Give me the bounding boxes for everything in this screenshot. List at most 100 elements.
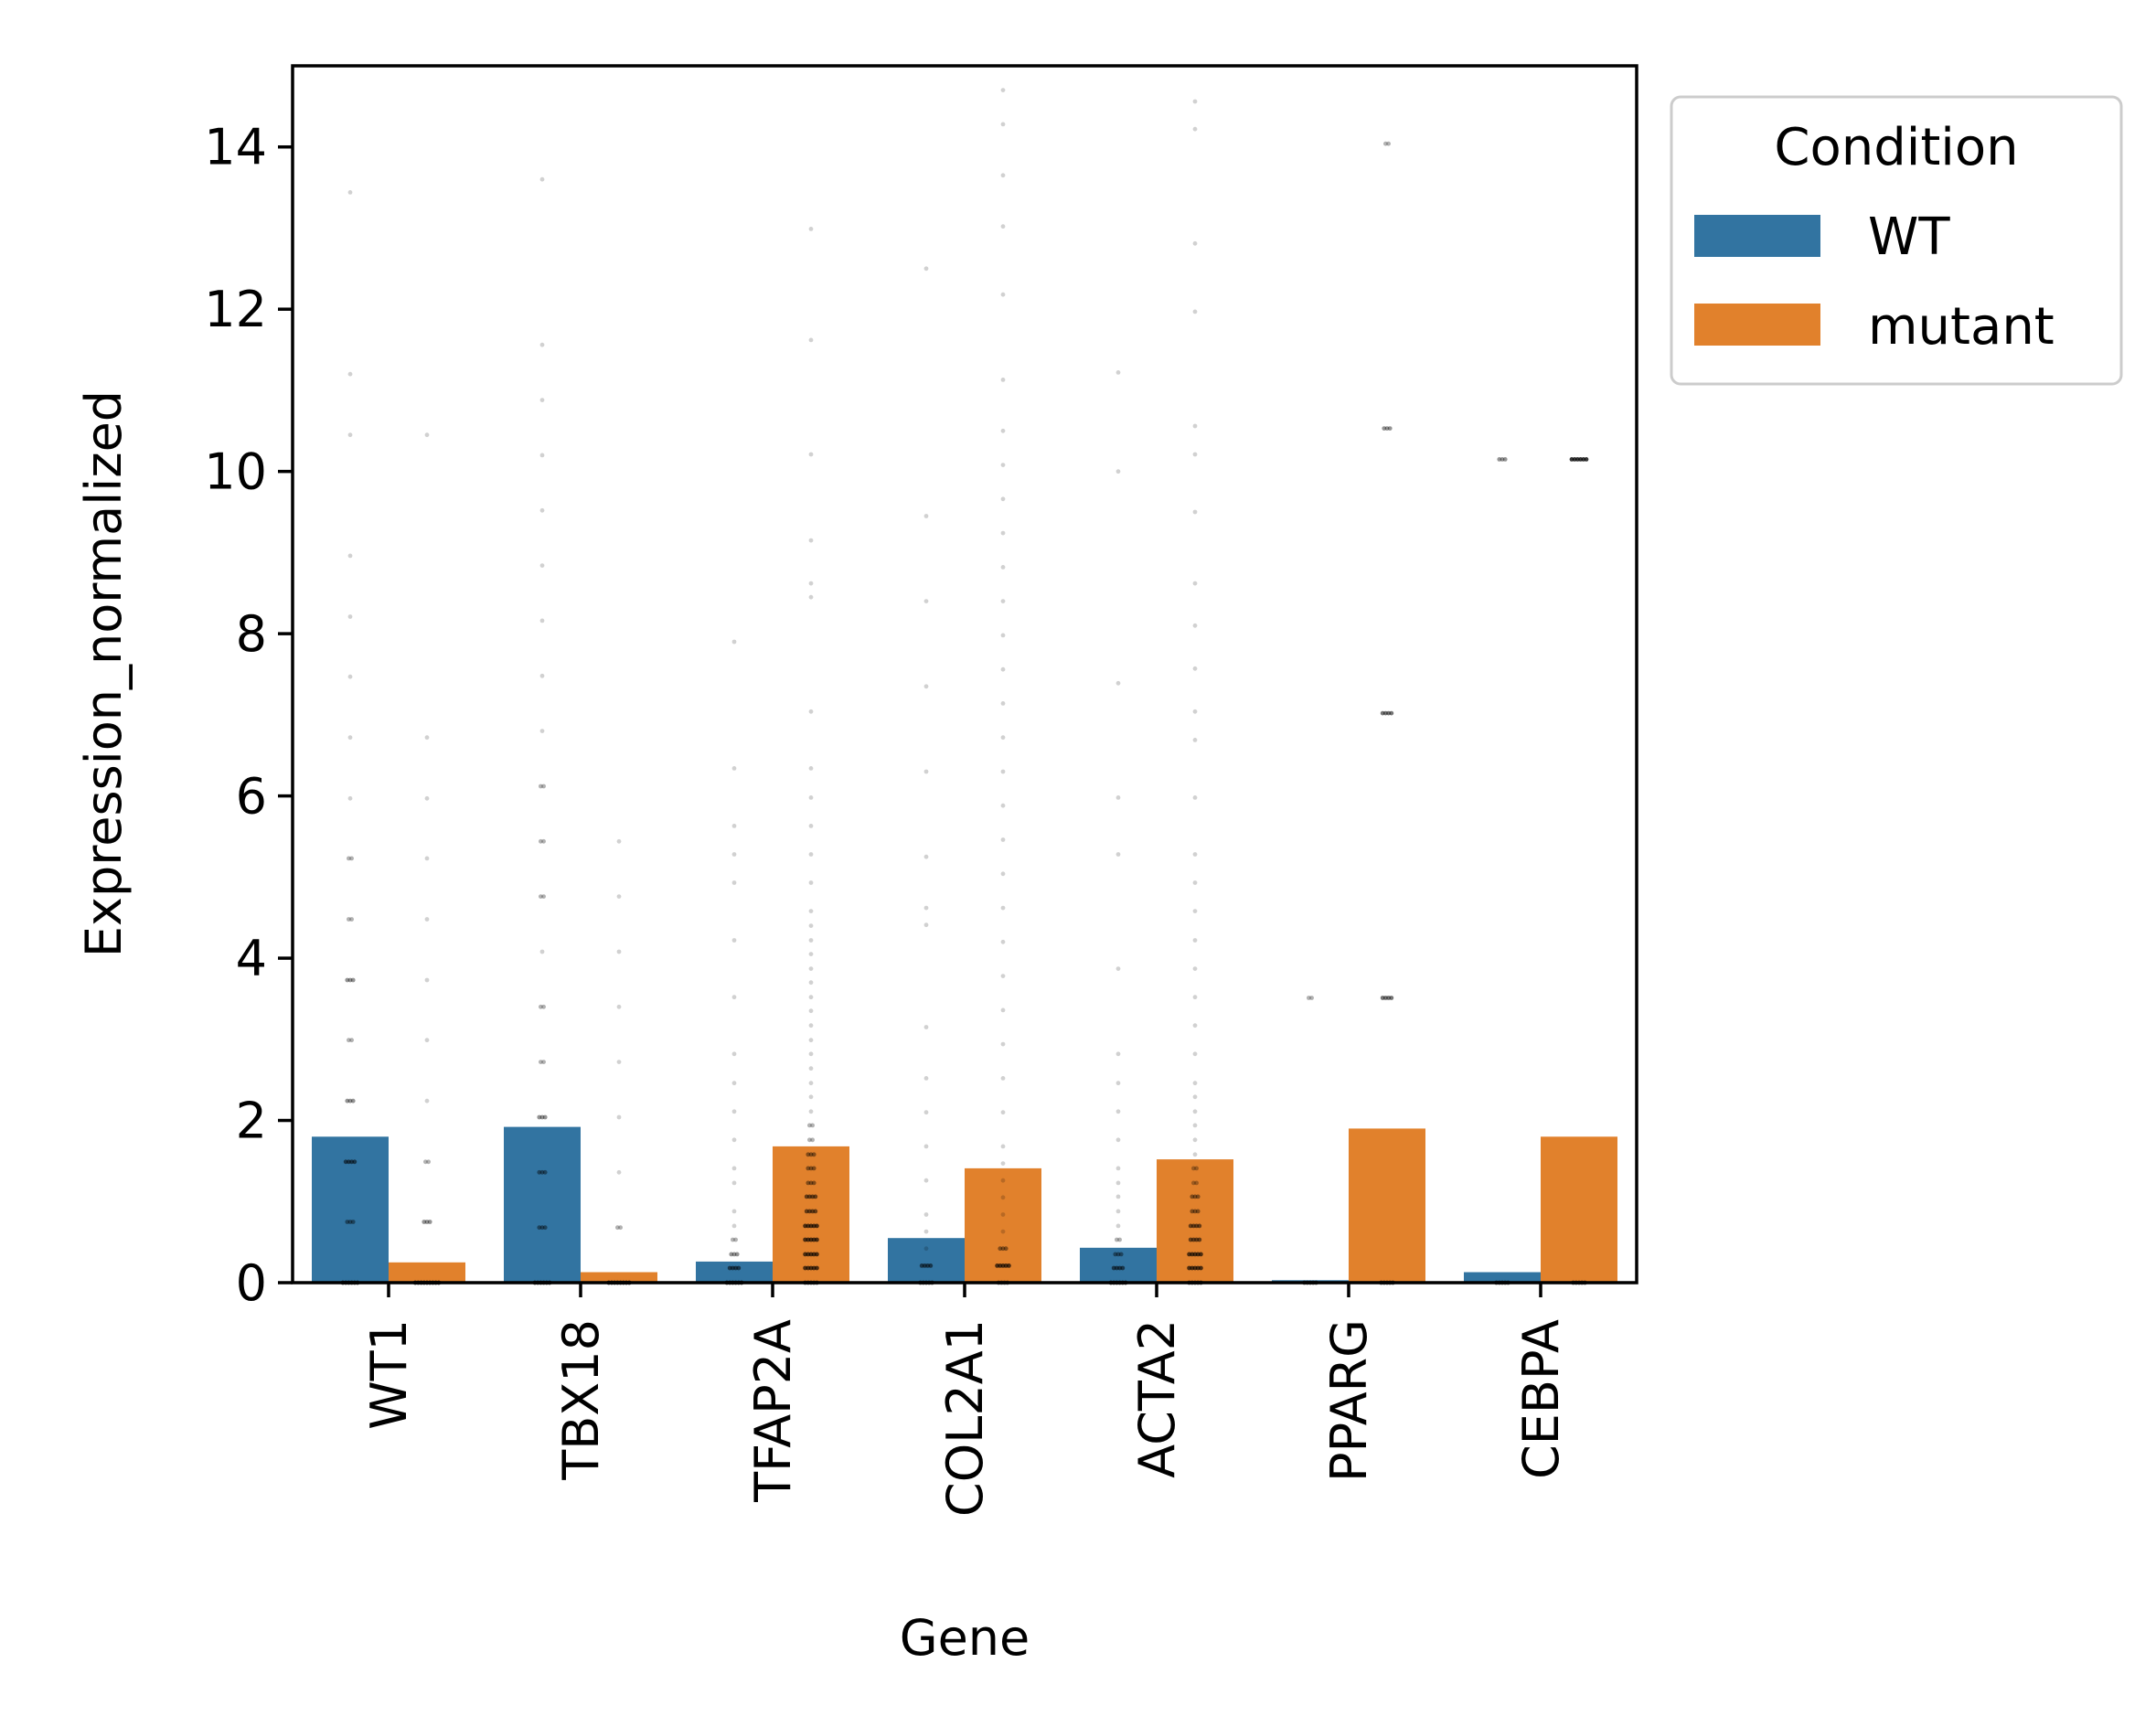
- strip-point: [808, 1038, 814, 1043]
- strip-point: [1000, 530, 1006, 536]
- strip-point: [537, 1169, 542, 1175]
- strip-point: [1000, 1229, 1006, 1234]
- x-tick-label-cebpa: CEBPA: [1512, 1319, 1570, 1479]
- strip-point: [1195, 1194, 1201, 1199]
- strip-point: [815, 1223, 819, 1229]
- strip-point: [1115, 1194, 1121, 1199]
- axes-layer: [291, 64, 1638, 1285]
- strip-point: [1194, 1180, 1199, 1186]
- strip-point: [347, 190, 353, 195]
- strip-point: [1192, 423, 1198, 429]
- strip-point: [808, 1166, 814, 1171]
- strip-point: [537, 1225, 542, 1231]
- strip-point: [347, 1038, 351, 1043]
- strip-point: [928, 1263, 934, 1268]
- strip-point: [1000, 939, 1006, 944]
- strip-point: [1000, 292, 1006, 297]
- strip-point: [1000, 701, 1006, 706]
- strip-point: [1195, 1209, 1201, 1214]
- strip-point: [1389, 996, 1394, 1000]
- strip-point: [1000, 565, 1006, 570]
- strip-point: [424, 735, 430, 741]
- strip-point: [731, 1166, 737, 1171]
- strip-point: [807, 1123, 812, 1128]
- strip-point: [539, 838, 543, 844]
- strip-point: [541, 838, 546, 844]
- strip-point: [1115, 795, 1121, 800]
- strip-point: [539, 398, 545, 402]
- strip-point: [1192, 1109, 1198, 1114]
- strip-point: [1120, 1265, 1126, 1271]
- strip-point: [1117, 1237, 1122, 1242]
- strip-point: [347, 735, 353, 741]
- strip-point: [1115, 1252, 1121, 1257]
- strip-point: [1000, 769, 1006, 774]
- strip-point: [1192, 880, 1198, 885]
- strip-point: [1190, 1209, 1195, 1214]
- strip-point: [349, 1038, 354, 1043]
- strip-point: [731, 995, 737, 1000]
- strip-point: [923, 1212, 929, 1217]
- strip-point: [813, 1209, 818, 1214]
- strip-point: [539, 1060, 543, 1064]
- strip-point: [424, 795, 430, 801]
- strip-point: [1115, 1081, 1121, 1086]
- bar-cebpa-wt: [1464, 1272, 1541, 1283]
- strip-point: [1194, 1166, 1199, 1171]
- strip-point: [539, 618, 545, 624]
- x-tick-label-tbx18: TBX18: [552, 1319, 610, 1481]
- strip-point: [542, 1225, 548, 1231]
- strip-point: [349, 917, 354, 922]
- strip-point: [1000, 1076, 1006, 1081]
- strip-point: [808, 795, 814, 800]
- strip-point: [1000, 1007, 1006, 1013]
- strip-point: [1115, 852, 1121, 857]
- strip-point: [1584, 457, 1589, 462]
- bar-wt1-wt: [312, 1136, 389, 1283]
- strip-point: [808, 1051, 814, 1057]
- strip-point: [347, 432, 353, 438]
- strip-point: [1000, 428, 1006, 433]
- strip-point: [615, 1225, 620, 1231]
- strip-point: [541, 894, 546, 899]
- strip-point: [347, 917, 351, 922]
- strip-point: [542, 1169, 548, 1175]
- strip-point: [426, 1159, 431, 1165]
- strip-point: [808, 1081, 814, 1086]
- strip-point: [731, 766, 737, 771]
- strip-point: [808, 709, 814, 714]
- strip-point: [808, 923, 814, 928]
- y-tick-label: 0: [236, 1254, 267, 1312]
- strip-point: [424, 1220, 430, 1224]
- strip-point: [350, 1220, 356, 1224]
- strip-point: [349, 856, 354, 861]
- strip-point: [424, 432, 430, 438]
- bar-wt1-mutant: [389, 1262, 465, 1283]
- strip-point: [733, 1237, 738, 1242]
- strip-point: [810, 1123, 815, 1128]
- strip-point: [808, 1180, 814, 1186]
- strip-point: [1386, 141, 1391, 146]
- strip-point: [808, 824, 814, 828]
- strip-point: [808, 1109, 814, 1114]
- y-tick-label: 6: [236, 768, 267, 826]
- strip-point: [1000, 837, 1006, 842]
- strip-point: [815, 1265, 819, 1271]
- strip-point: [998, 1246, 1003, 1252]
- strip-point: [1000, 88, 1006, 92]
- bar-acta2-wt: [1080, 1247, 1157, 1283]
- strip-point: [731, 1223, 737, 1229]
- strip-point: [923, 1144, 929, 1149]
- strip-point: [616, 949, 622, 954]
- strip-point: [539, 673, 545, 678]
- strip-point: [1192, 126, 1198, 132]
- strip-point: [1000, 905, 1006, 911]
- strip-point: [808, 980, 814, 986]
- strip-point: [1192, 623, 1198, 628]
- strip-point: [1192, 1137, 1198, 1143]
- strip-point: [731, 880, 737, 885]
- strip-point: [1192, 995, 1198, 1000]
- strip-point: [1000, 871, 1006, 877]
- strip-point: [1192, 309, 1198, 314]
